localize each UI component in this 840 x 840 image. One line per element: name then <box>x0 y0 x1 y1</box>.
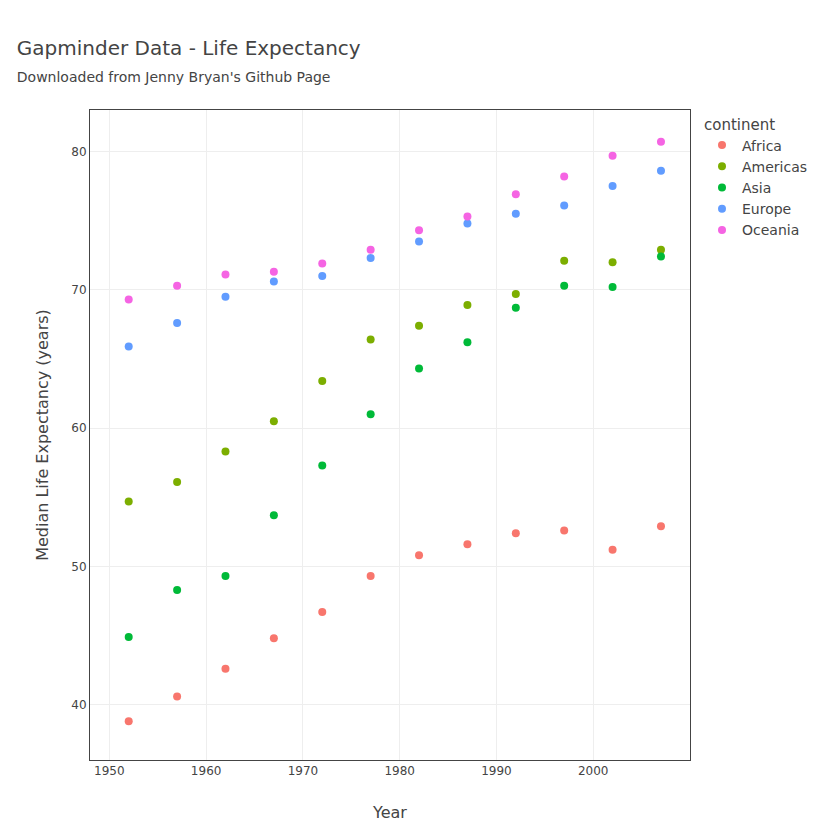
svg-text:Year: Year <box>372 803 407 822</box>
svg-text:1970: 1970 <box>288 764 319 778</box>
svg-text:60: 60 <box>71 421 86 435</box>
svg-text:1950: 1950 <box>94 764 125 778</box>
svg-text:Oceania: Oceania <box>742 222 799 238</box>
svg-text:Downloaded from Jenny Bryan's: Downloaded from Jenny Bryan's Github Pag… <box>17 69 331 85</box>
svg-text:Median Life Expectancy (years): Median Life Expectancy (years) <box>33 309 52 561</box>
svg-text:1980: 1980 <box>384 764 415 778</box>
svg-text:Africa: Africa <box>742 138 782 154</box>
svg-text:40: 40 <box>71 698 86 712</box>
svg-text:2000: 2000 <box>578 764 609 778</box>
svg-text:1990: 1990 <box>481 764 512 778</box>
svg-text:1960: 1960 <box>191 764 222 778</box>
svg-text:50: 50 <box>71 560 86 574</box>
svg-text:Gapminder Data - Life Expectan: Gapminder Data - Life Expectancy <box>17 36 361 60</box>
svg-text:70: 70 <box>71 283 86 297</box>
svg-text:Europe: Europe <box>742 201 791 217</box>
svg-text:80: 80 <box>71 145 86 159</box>
svg-text:Americas: Americas <box>742 159 807 175</box>
svg-text:continent: continent <box>704 116 775 134</box>
svg-text:Asia: Asia <box>742 180 771 196</box>
